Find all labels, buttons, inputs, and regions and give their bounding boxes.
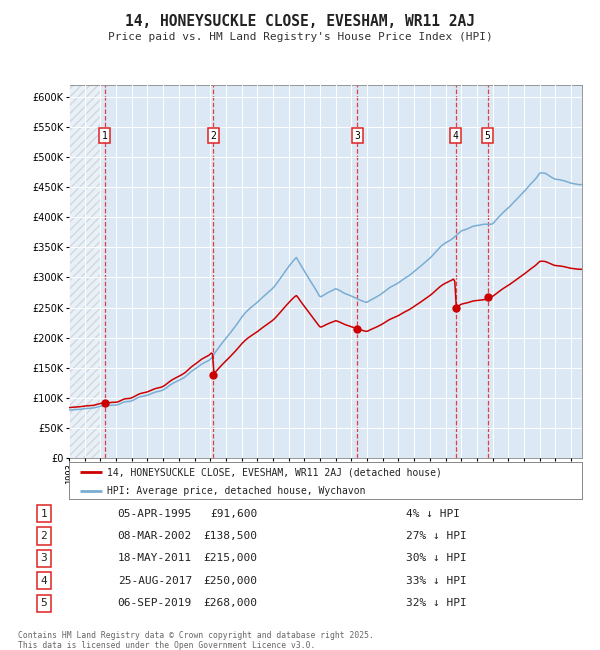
Text: 5: 5 [485, 131, 490, 141]
Text: 14, HONEYSUCKLE CLOSE, EVESHAM, WR11 2AJ (detached house): 14, HONEYSUCKLE CLOSE, EVESHAM, WR11 2AJ… [107, 467, 442, 477]
Text: £91,600: £91,600 [210, 509, 257, 519]
Text: 1: 1 [101, 131, 107, 141]
Text: HPI: Average price, detached house, Wychavon: HPI: Average price, detached house, Wych… [107, 486, 366, 496]
Text: 4% ↓ HPI: 4% ↓ HPI [406, 509, 460, 519]
Bar [69, 84, 100, 458]
Text: 14, HONEYSUCKLE CLOSE, EVESHAM, WR11 2AJ: 14, HONEYSUCKLE CLOSE, EVESHAM, WR11 2AJ [125, 14, 475, 29]
Text: 33% ↓ HPI: 33% ↓ HPI [406, 576, 466, 586]
Text: 06-SEP-2019: 06-SEP-2019 [118, 598, 192, 608]
Text: 18-MAY-2011: 18-MAY-2011 [118, 553, 192, 564]
Text: £138,500: £138,500 [203, 531, 257, 541]
Text: £250,000: £250,000 [203, 576, 257, 586]
Text: 32% ↓ HPI: 32% ↓ HPI [406, 598, 466, 608]
Text: 3: 3 [355, 131, 360, 141]
Text: 5: 5 [40, 598, 47, 608]
Text: 2: 2 [40, 531, 47, 541]
Text: 1: 1 [40, 509, 47, 519]
Text: 3: 3 [40, 553, 47, 564]
Text: 4: 4 [453, 131, 458, 141]
Text: £268,000: £268,000 [203, 598, 257, 608]
Text: 4: 4 [40, 576, 47, 586]
Text: 27% ↓ HPI: 27% ↓ HPI [406, 531, 466, 541]
Text: 05-APR-1995: 05-APR-1995 [118, 509, 192, 519]
Text: 08-MAR-2002: 08-MAR-2002 [118, 531, 192, 541]
Text: Price paid vs. HM Land Registry's House Price Index (HPI): Price paid vs. HM Land Registry's House … [107, 32, 493, 42]
Text: 25-AUG-2017: 25-AUG-2017 [118, 576, 192, 586]
Text: 2: 2 [210, 131, 216, 141]
Text: Contains HM Land Registry data © Crown copyright and database right 2025.
This d: Contains HM Land Registry data © Crown c… [18, 630, 374, 650]
Text: £215,000: £215,000 [203, 553, 257, 564]
Text: 30% ↓ HPI: 30% ↓ HPI [406, 553, 466, 564]
